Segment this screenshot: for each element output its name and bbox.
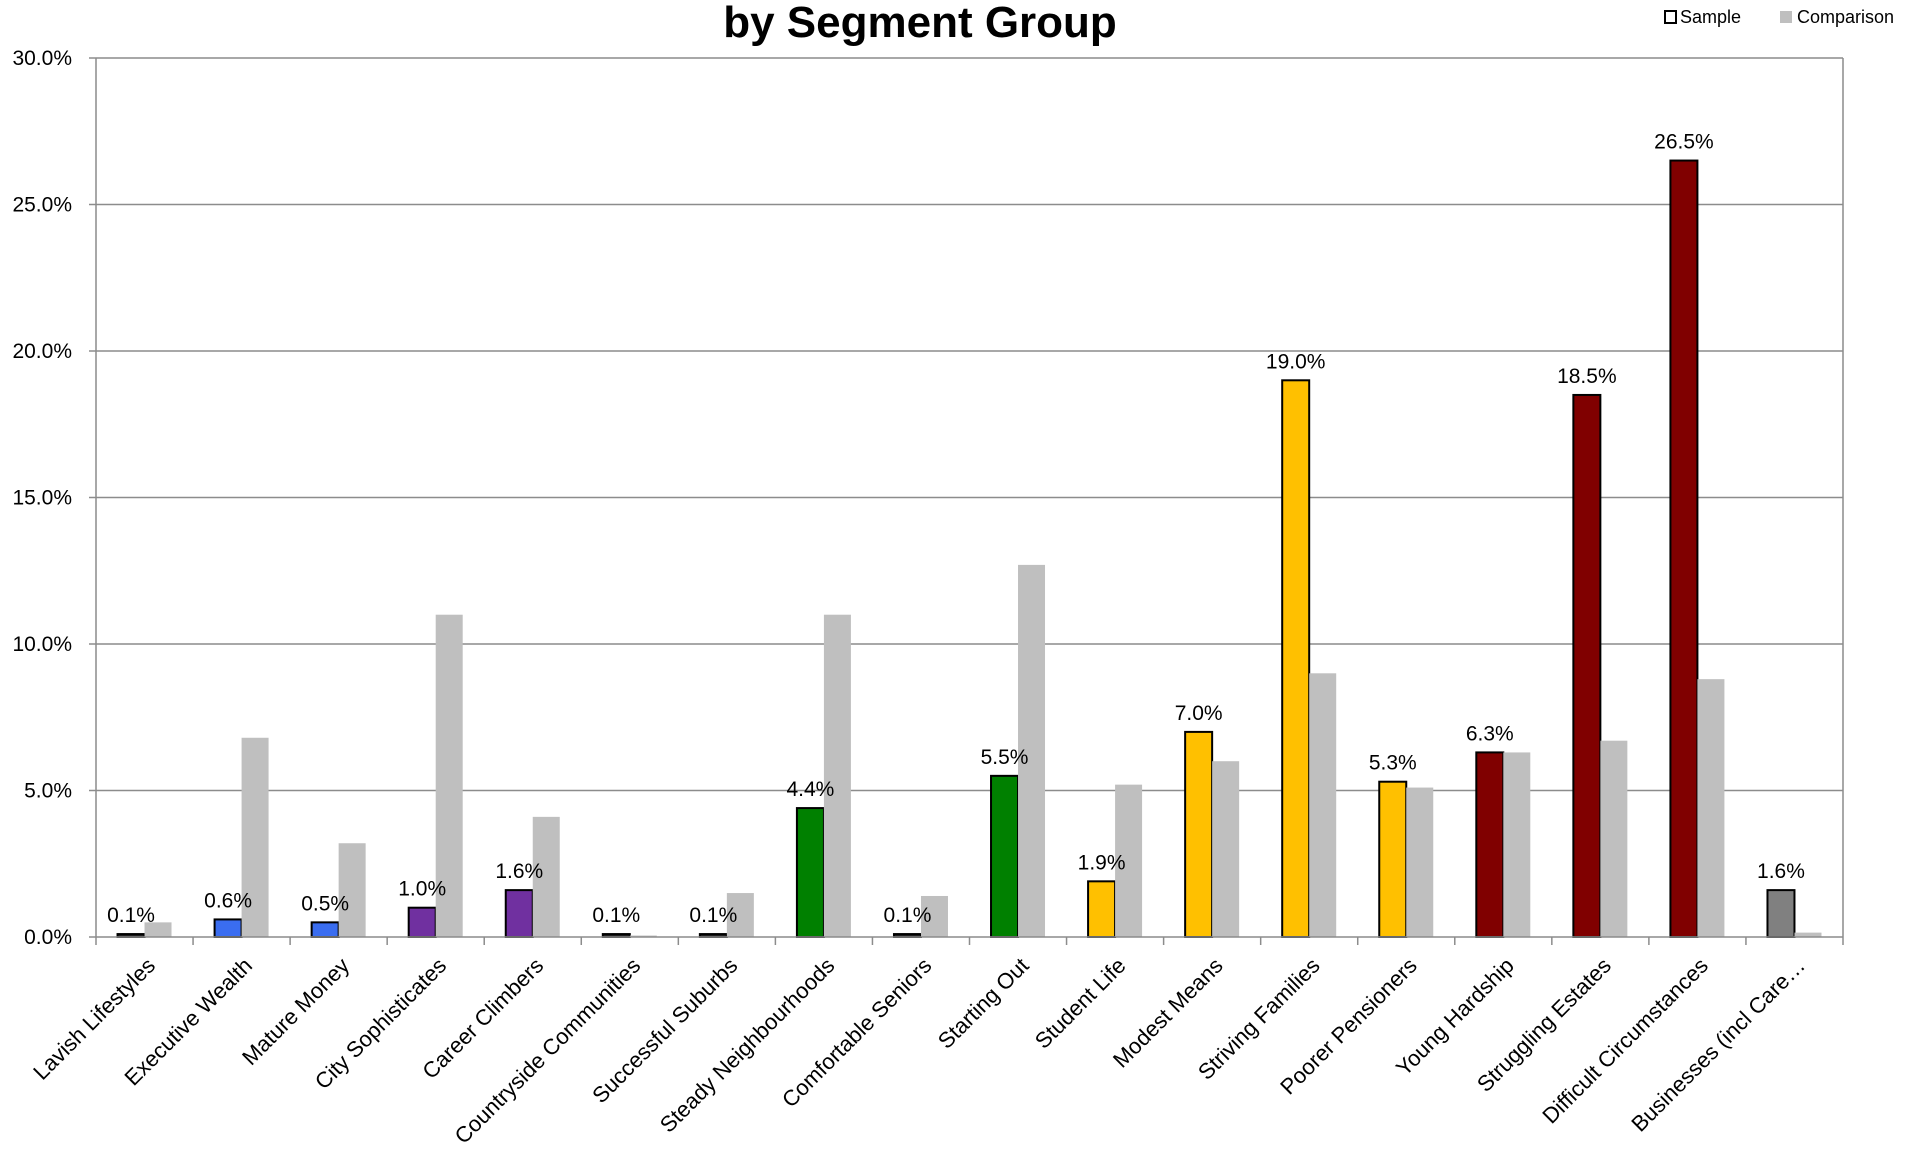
bar-sample — [1572, 393, 1602, 938]
bar-comparison — [726, 893, 754, 937]
y-tick-label: 10.0% — [12, 633, 72, 656]
data-label-sample: 26.5% — [1654, 131, 1714, 154]
bar-comparison — [1018, 564, 1046, 937]
data-label-sample: 1.6% — [495, 860, 543, 883]
data-labels: 0.1% 0.6% 0.5% 1.0% 1.6% 0.1% 0.1% 4.4% 0.1% 5.5%… — [107, 131, 1805, 928]
bars — [116, 159, 1822, 939]
data-label-sample: 6.3% — [1466, 722, 1514, 745]
legend-swatch-comparison — [1780, 11, 1792, 23]
gridlines — [89, 57, 1843, 938]
data-label-sample: 18.5% — [1557, 365, 1617, 388]
bar-sample — [504, 889, 534, 938]
data-label-sample: 0.1% — [884, 904, 932, 927]
bar-sample — [1378, 780, 1408, 939]
bar-comparison — [1212, 761, 1240, 937]
bar-sample — [310, 921, 340, 938]
y-tick-label: 5.0% — [24, 780, 72, 803]
y-tick-label: 20.0% — [12, 340, 72, 363]
bar-comparison — [1115, 784, 1143, 937]
data-label-sample: 7.0% — [1175, 702, 1223, 725]
x-category-label: Starting Out — [933, 953, 1034, 1054]
bar-comparison — [1794, 932, 1822, 937]
y-tick-label: 25.0% — [12, 194, 72, 217]
bar-sample — [990, 774, 1020, 938]
legend-swatch-sample — [1664, 10, 1677, 24]
y-tick-label: 15.0% — [12, 487, 72, 510]
data-label-sample: 4.4% — [786, 778, 834, 801]
data-label-sample: 0.1% — [689, 904, 737, 927]
bar-comparison — [532, 816, 560, 937]
y-axis-tick-labels: 0.0% 5.0% 10.0% 15.0% 20.0% 25.0% 30.0% — [12, 47, 72, 949]
bar-comparison — [144, 922, 172, 937]
bar-comparison — [1503, 752, 1531, 937]
x-category-label: Student Life — [1030, 953, 1131, 1054]
data-label-sample: 0.5% — [301, 892, 349, 915]
bar-sample — [1669, 159, 1699, 939]
bar-sample — [1087, 880, 1117, 939]
chart-title: by Segment Group — [723, 0, 1117, 47]
bar-comparison — [1406, 787, 1434, 937]
x-category-label: Businesses (incl Care… — [1626, 953, 1810, 1137]
axes — [95, 58, 1844, 945]
x-category-label: Difficult Circumstances — [1537, 953, 1713, 1129]
bar-comparison — [435, 614, 463, 937]
bar-sample — [1475, 751, 1505, 938]
data-label-sample: 5.3% — [1369, 752, 1417, 775]
data-label-sample: 0.6% — [204, 889, 252, 912]
bar-sample — [407, 906, 437, 939]
bar-sample — [1281, 379, 1311, 938]
bar-comparison — [241, 737, 269, 937]
y-tick-label: 0.0% — [24, 926, 72, 949]
bar-sample — [795, 807, 825, 939]
data-label-sample: 0.1% — [592, 904, 640, 927]
bar-sample — [1766, 889, 1796, 938]
bar-comparison — [1309, 673, 1337, 937]
bar-comparison — [1600, 740, 1628, 937]
x-category-label: Countryside Communities — [450, 953, 646, 1149]
x-category-label: Steady Neighbourhoods — [655, 953, 840, 1138]
y-tick-label: 30.0% — [12, 47, 72, 70]
data-label-sample: 19.0% — [1266, 350, 1326, 373]
bar-comparison — [1697, 679, 1725, 937]
data-label-sample: 1.0% — [398, 878, 446, 901]
bar-sample — [213, 918, 243, 938]
bar-comparison — [823, 614, 851, 937]
data-label-sample: 1.9% — [1078, 851, 1126, 874]
legend: Sample Comparison — [1664, 7, 1894, 27]
bar-comparison — [338, 843, 366, 937]
legend-label-comparison: Comparison — [1797, 7, 1894, 27]
bar-sample — [1184, 730, 1214, 939]
data-label-sample: 5.5% — [981, 746, 1029, 769]
bar-comparison — [920, 895, 948, 937]
legend-label-sample: Sample — [1680, 7, 1741, 27]
data-label-sample: 0.1% — [107, 904, 155, 927]
data-label-sample: 1.6% — [1757, 860, 1805, 883]
